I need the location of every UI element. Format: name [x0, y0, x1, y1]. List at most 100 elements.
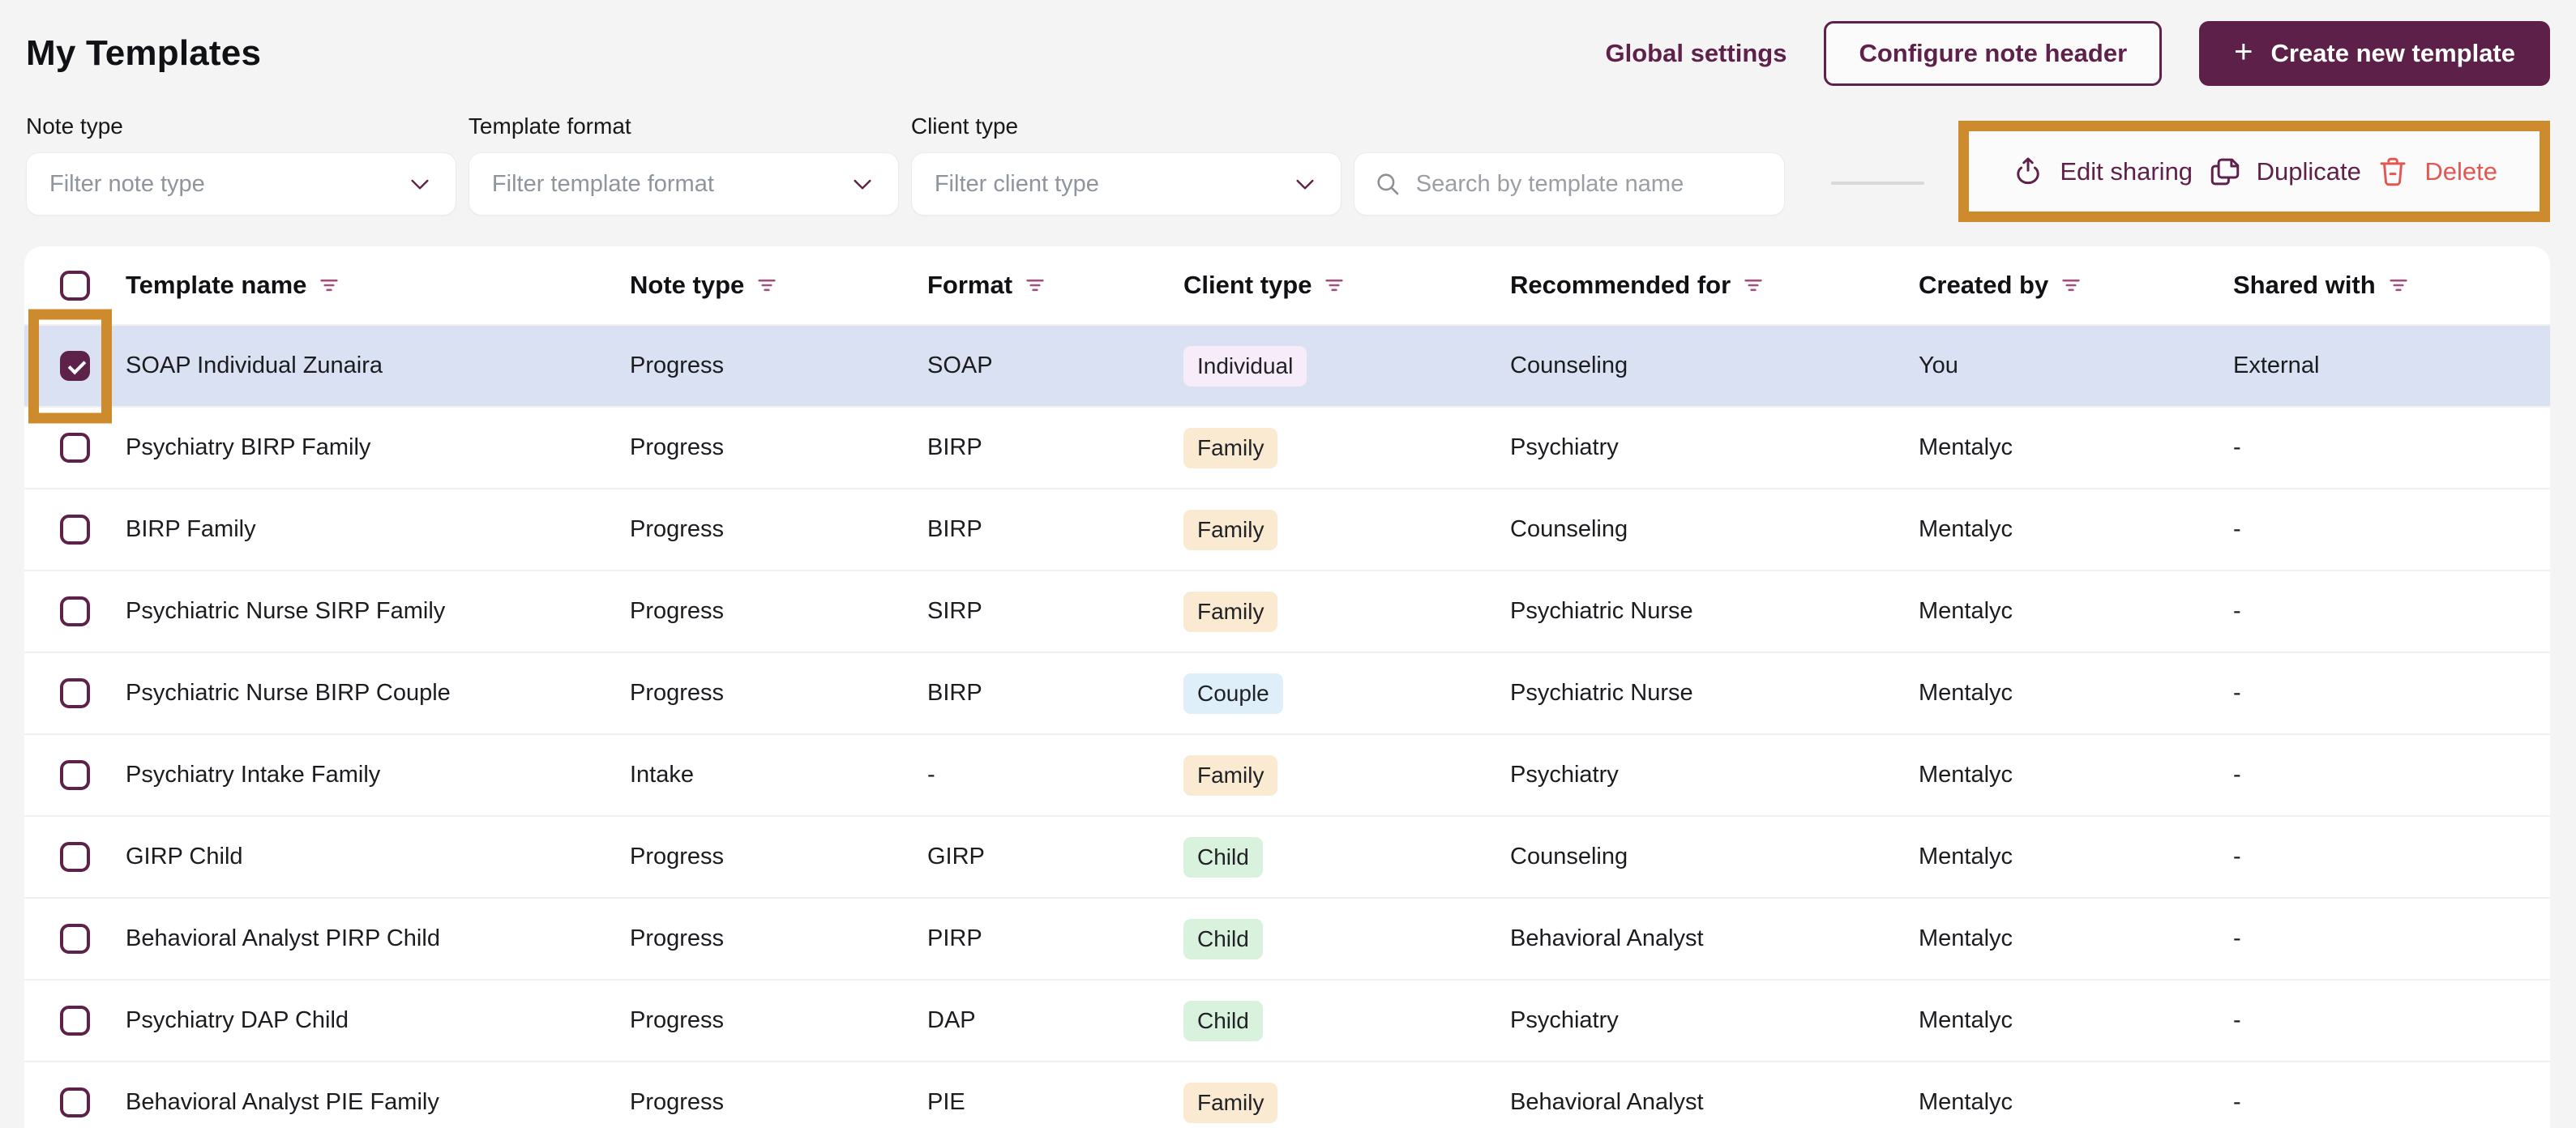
created-by-cell: Mentalyc — [1919, 516, 2013, 542]
column-filter-icon[interactable] — [318, 274, 340, 297]
column-header-recommended-for[interactable]: Recommended for — [1510, 271, 1919, 300]
duplicate-icon — [2210, 158, 2239, 185]
table-row[interactable]: Psychiatric Nurse SIRP Family Progress S… — [24, 570, 2550, 652]
format-cell: PIRP — [927, 925, 982, 951]
column-header-shared-with[interactable]: Shared with — [2233, 271, 2550, 300]
format-cell: GIRP — [927, 844, 985, 870]
table-row[interactable]: Psychiatric Nurse BIRP Couple Progress B… — [24, 652, 2550, 733]
select-all-checkbox[interactable] — [60, 270, 90, 301]
template-name-cell: Psychiatry DAP Child — [126, 1007, 349, 1033]
template-format-filter-select[interactable]: Filter template format — [468, 152, 899, 216]
configure-note-header-button[interactable]: Configure note header — [1824, 21, 2163, 86]
bulk-actions-annotation-box: Edit sharing Duplicate Delete — [1958, 121, 2550, 222]
template-name-cell: SOAP Individual Zunaira — [126, 352, 383, 378]
row-checkbox-cell — [24, 515, 126, 545]
shared-with-cell: - — [2233, 598, 2241, 624]
delete-button[interactable]: Delete — [2376, 155, 2497, 189]
row-checkbox[interactable] — [60, 678, 90, 708]
create-new-template-button[interactable]: + Create new template — [2199, 21, 2550, 86]
column-filter-icon[interactable] — [1742, 274, 1765, 297]
row-checkbox-cell — [24, 678, 126, 708]
created-by-cell: Mentalyc — [1919, 925, 2013, 951]
recommended-for-cell: Behavioral Analyst — [1510, 1089, 1704, 1115]
note-type-filter-select[interactable]: Filter note type — [26, 152, 456, 216]
column-filter-icon[interactable] — [1323, 274, 1346, 297]
row-checkbox-cell — [24, 842, 126, 872]
client-type-filter-select[interactable]: Filter client type — [910, 152, 1341, 216]
column-header-format[interactable]: Format — [927, 271, 1183, 300]
table-row[interactable]: BIRP Family Progress BIRP Family Counsel… — [24, 488, 2550, 570]
row-checkbox-cell — [24, 924, 126, 954]
plus-icon: + — [2234, 34, 2253, 70]
shared-with-cell: - — [2233, 762, 2241, 788]
template-format-filter-placeholder: Filter template format — [491, 170, 714, 197]
row-checkbox[interactable] — [60, 1087, 90, 1117]
note-type-cell: Progress — [630, 844, 725, 870]
recommended-for-cell: Counseling — [1510, 844, 1628, 870]
row-checkbox[interactable] — [60, 433, 90, 463]
format-cell: PIE — [927, 1089, 965, 1115]
client-type-badge: Family — [1183, 509, 1278, 550]
search-icon — [1377, 173, 1399, 195]
top-actions: Global settings Configure note header + … — [1606, 21, 2550, 86]
table-row[interactable]: Psychiatry Intake Family Intake - Family… — [24, 733, 2550, 815]
column-header-template-name[interactable]: Template name — [126, 271, 630, 300]
shared-with-cell: - — [2233, 844, 2241, 870]
column-filter-icon[interactable] — [2060, 274, 2082, 297]
note-type-filter-label: Note type — [26, 113, 123, 139]
row-checkbox[interactable] — [60, 351, 90, 381]
trash-icon — [2380, 157, 2406, 186]
separator-dash — [1830, 182, 1925, 185]
search-input[interactable] — [1415, 170, 1765, 198]
row-checkbox-cell — [24, 596, 126, 626]
template-name-cell: Psychiatry Intake Family — [126, 762, 381, 788]
column-filter-icon[interactable] — [755, 274, 778, 297]
shared-with-cell: - — [2233, 1007, 2241, 1033]
client-type-badge: Couple — [1183, 673, 1283, 714]
created-by-cell: You — [1919, 352, 1958, 378]
recommended-for-cell: Counseling — [1510, 352, 1628, 378]
note-type-cell: Progress — [630, 516, 725, 542]
row-checkbox[interactable] — [60, 596, 90, 626]
table-row[interactable]: Psychiatry BIRP Family Progress BIRP Fam… — [24, 406, 2550, 488]
edit-sharing-button[interactable]: Edit sharing — [2011, 155, 2193, 189]
format-cell: SIRP — [927, 598, 982, 624]
template-format-filter-label: Template format — [468, 113, 631, 139]
created-by-cell: Mentalyc — [1919, 680, 2013, 706]
table-row[interactable]: SOAP Individual Zunaira Progress SOAP In… — [24, 309, 2550, 423]
row-checkbox-cell — [24, 1006, 126, 1036]
column-filter-icon[interactable] — [2387, 274, 2410, 297]
shared-with-cell: - — [2233, 680, 2241, 706]
table-row[interactable]: Behavioral Analyst PIRP Child Progress P… — [24, 897, 2550, 979]
row-checkbox[interactable] — [60, 515, 90, 545]
row-checkbox[interactable] — [60, 760, 90, 790]
note-type-cell: Progress — [630, 1007, 725, 1033]
template-name-cell: Psychiatric Nurse BIRP Couple — [126, 680, 451, 706]
delete-label: Delete — [2424, 156, 2497, 186]
templates-table: Template name Note type Format Client ty… — [24, 246, 2550, 1128]
format-cell: BIRP — [927, 516, 982, 542]
client-type-cell: Child — [1183, 918, 1510, 959]
table-row[interactable]: Psychiatry DAP Child Progress DAP Child … — [24, 979, 2550, 1061]
column-filter-icon[interactable] — [1024, 274, 1046, 297]
filters-row: Note type Filter note type Template form… — [0, 86, 2576, 222]
row-checkbox[interactable] — [60, 1006, 90, 1036]
shared-with-cell: External — [2233, 352, 2320, 378]
column-header-client-type[interactable]: Client type — [1183, 271, 1510, 300]
note-type-cell: Progress — [630, 680, 725, 706]
row-checkbox[interactable] — [60, 842, 90, 872]
row-checkbox[interactable] — [60, 924, 90, 954]
note-type-cell: Progress — [630, 598, 725, 624]
format-cell: BIRP — [927, 680, 982, 706]
column-header-note-type[interactable]: Note type — [630, 271, 927, 300]
created-by-cell: Mentalyc — [1919, 762, 2013, 788]
recommended-for-cell: Psychiatric Nurse — [1510, 680, 1693, 706]
chevron-down-icon — [1296, 179, 1314, 190]
duplicate-button[interactable]: Duplicate — [2208, 155, 2361, 189]
column-header-created-by[interactable]: Created by — [1919, 271, 2233, 300]
client-type-badge: Family — [1183, 1082, 1278, 1123]
global-settings-link[interactable]: Global settings — [1605, 39, 1787, 67]
table-row[interactable]: GIRP Child Progress GIRP Child Counselin… — [24, 815, 2550, 897]
created-by-cell: Mentalyc — [1919, 1089, 2013, 1115]
table-row[interactable]: Behavioral Analyst PIE Family Progress P… — [24, 1061, 2550, 1128]
